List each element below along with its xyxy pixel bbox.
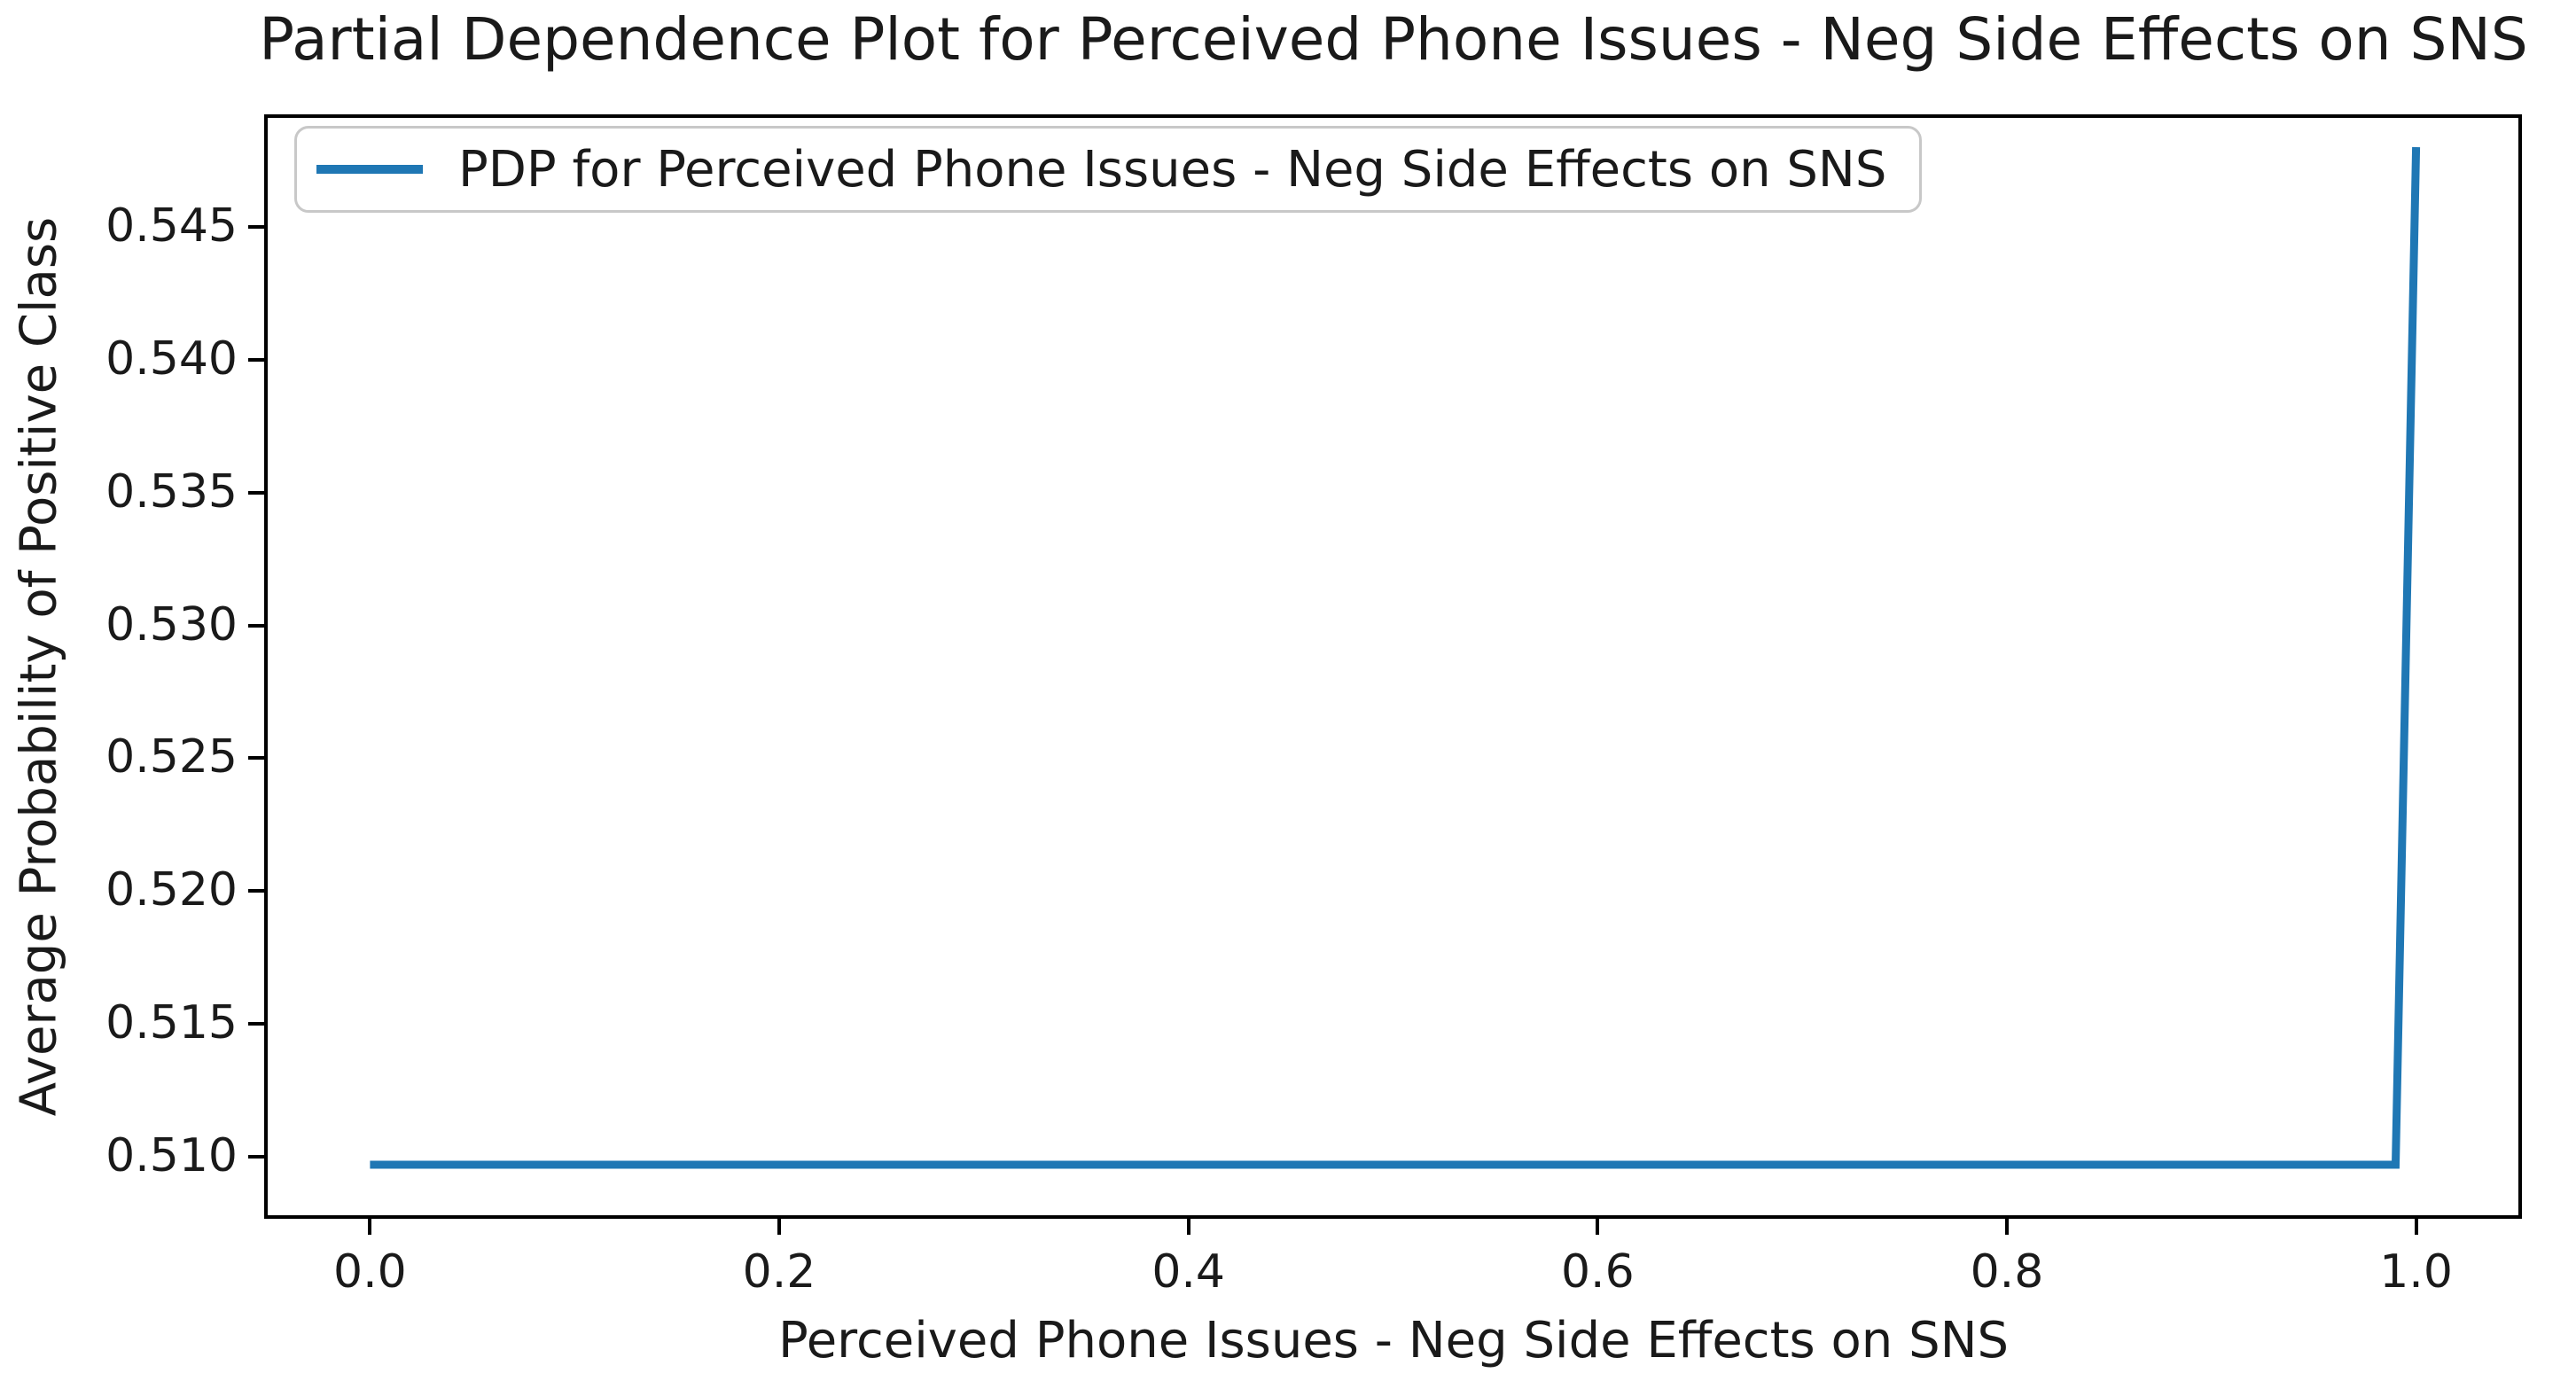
x-tick-mark (368, 1215, 372, 1235)
y-tick-mark (248, 490, 268, 495)
y-tick-mark (248, 756, 268, 761)
plot-canvas (370, 146, 2421, 1169)
y-tick-label: 0.530 (105, 597, 238, 651)
x-tick-label: 1.0 (2379, 1245, 2453, 1299)
plot-area (264, 114, 2522, 1219)
x-tick-mark (777, 1215, 782, 1235)
x-tick-label: 0.2 (742, 1245, 816, 1299)
y-tick-mark (248, 1155, 268, 1159)
y-tick-mark (248, 1022, 268, 1026)
y-tick-mark (248, 224, 268, 229)
y-tick-label: 0.540 (105, 332, 238, 386)
legend-label: PDP for Perceived Phone Issues - Neg Sid… (458, 140, 1887, 199)
legend: PDP for Perceived Phone Issues - Neg Sid… (294, 126, 1922, 213)
y-tick-label: 0.510 (105, 1129, 238, 1183)
x-tick-mark (1596, 1215, 1600, 1235)
x-tick-label: 0.4 (1151, 1245, 1226, 1299)
x-tick-label: 0.0 (333, 1245, 407, 1299)
y-tick-label: 0.520 (105, 863, 238, 917)
y-tick-label: 0.535 (105, 464, 238, 519)
x-tick-label: 0.6 (1560, 1245, 1635, 1299)
x-tick-label: 0.8 (1970, 1245, 2044, 1299)
x-tick-mark (1186, 1215, 1190, 1235)
y-tick-mark (248, 623, 268, 628)
y-tick-label: 0.545 (105, 199, 238, 253)
x-axis-label: Perceived Phone Issues - Neg Side Effect… (777, 1312, 2010, 1369)
y-tick-label: 0.525 (105, 730, 238, 784)
x-tick-mark (2004, 1215, 2009, 1235)
y-tick-mark (248, 357, 268, 362)
chart-title: Partial Dependence Plot for Perceived Ph… (259, 5, 2528, 74)
legend-line-icon (316, 165, 423, 174)
pdp-line (370, 146, 2421, 1169)
y-tick-label: 0.515 (105, 996, 238, 1050)
x-tick-mark (2414, 1215, 2418, 1235)
y-tick-mark (248, 889, 268, 893)
